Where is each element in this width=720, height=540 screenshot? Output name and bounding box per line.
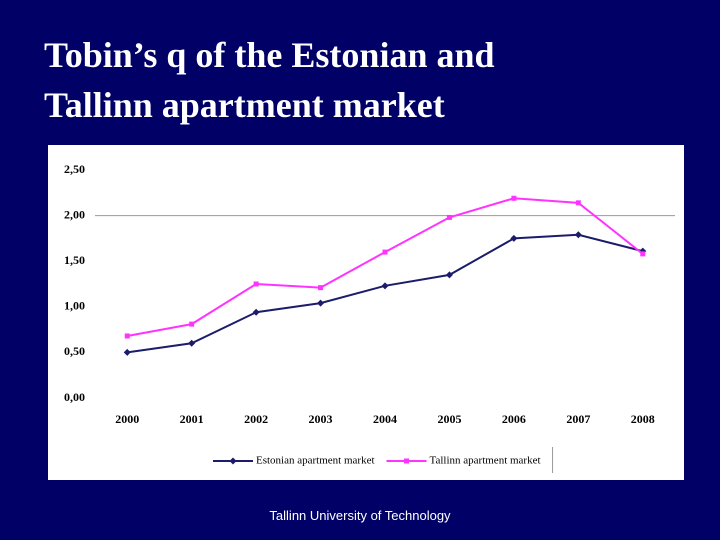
x-tick-label: 2001	[180, 412, 204, 426]
point	[253, 281, 259, 287]
x-tick-label: 2008	[631, 412, 655, 426]
x-tick-label: 2000	[115, 412, 139, 426]
point	[574, 231, 582, 239]
x-tick-label: 2005	[437, 412, 461, 426]
point	[445, 271, 453, 279]
point	[188, 339, 196, 347]
point	[510, 234, 518, 242]
x-tick-label: 2002	[244, 412, 268, 426]
point	[124, 333, 130, 339]
point	[318, 285, 324, 291]
x-tick-label: 2003	[309, 412, 333, 426]
legend-label: Estonian apartment market	[256, 455, 375, 467]
x-tick-label: 2004	[373, 412, 397, 426]
point	[575, 200, 581, 206]
y-tick-label: 1,50	[64, 253, 85, 267]
point	[317, 299, 325, 307]
x-tick-label: 2006	[502, 412, 526, 426]
y-tick-label: 1,00	[64, 299, 85, 313]
point	[640, 251, 646, 257]
chart-area	[48, 145, 684, 480]
point	[381, 282, 389, 290]
footer: Tallinn University of Technology	[269, 508, 451, 523]
point	[511, 195, 517, 201]
y-tick-label: 0,50	[64, 344, 85, 358]
point	[446, 214, 452, 220]
legend-label: Tallinn apartment market	[430, 455, 541, 467]
point	[189, 321, 195, 327]
chart: 0,00 0,50 1,00 1,50 2,00 2,50 2000 2001 2002 2003…	[48, 145, 684, 480]
y-tick-label: 2,50	[64, 162, 85, 176]
legend-marker	[404, 458, 410, 464]
slide-title: Tobin’s q of the Estonian and Tallinn ap…	[44, 35, 495, 125]
y-tick-label: 0,00	[64, 390, 85, 404]
legend-marker	[229, 457, 237, 465]
point	[252, 308, 260, 316]
x-tick-label: 2007	[566, 412, 590, 426]
point	[123, 348, 131, 356]
point	[382, 249, 388, 255]
y-tick-label: 2,00	[64, 207, 85, 221]
